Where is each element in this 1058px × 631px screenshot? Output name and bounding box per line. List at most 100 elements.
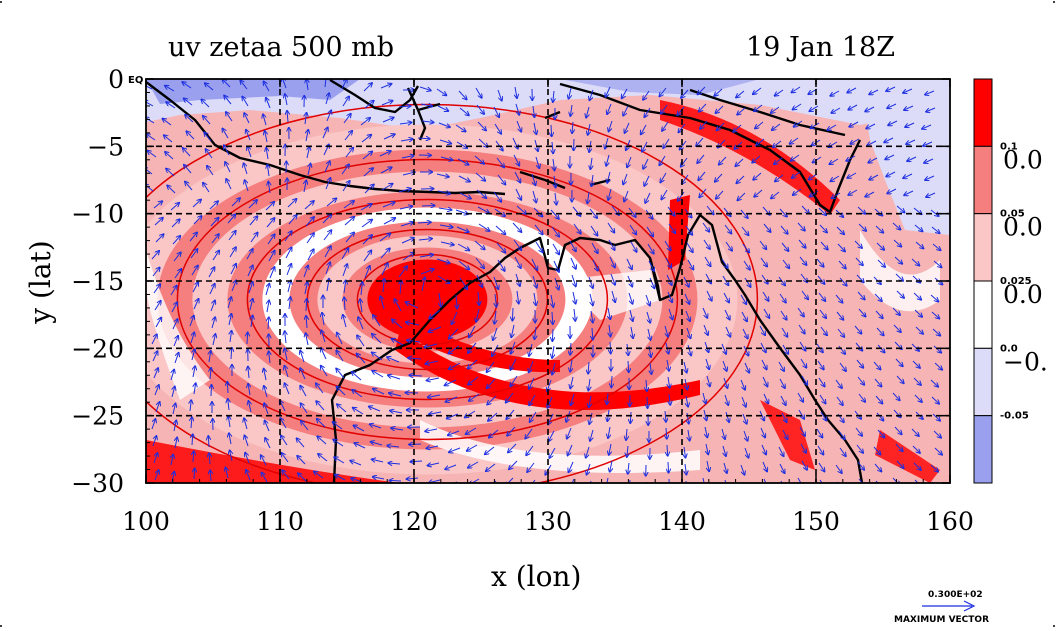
- wind-vector: [151, 251, 159, 260]
- wind-vector: [440, 241, 454, 245]
- wind-vector: [930, 209, 939, 216]
- wind-vector: [529, 343, 533, 356]
- wind-vector: [588, 123, 590, 135]
- wind-vector: [173, 252, 181, 262]
- wind-vector: [858, 308, 866, 317]
- wind-vector: [705, 358, 709, 369]
- wind-vector: [555, 192, 556, 205]
- wind-vector: [704, 341, 709, 352]
- wind-vector: [734, 141, 743, 149]
- wind-vector: [171, 455, 173, 466]
- wind-vector: [494, 310, 496, 324]
- wind-vector: [628, 360, 629, 372]
- wind-vector: [915, 326, 923, 334]
- wind-vector: [591, 174, 593, 186]
- wind-vector: [838, 345, 845, 354]
- wind-vector: [298, 473, 307, 482]
- wind-vector: [344, 131, 352, 141]
- wind-vector: [183, 148, 191, 157]
- wind-vector: [265, 202, 274, 211]
- wind-vector: [567, 427, 572, 439]
- wind-vector: [780, 225, 788, 234]
- wind-vector: [380, 296, 385, 310]
- wind-vector: [875, 225, 883, 233]
- y-tick-label: −15: [71, 267, 124, 296]
- wind-vector: [306, 316, 307, 329]
- wind-vector: [228, 416, 230, 428]
- wind-vector: [912, 360, 920, 368]
- wind-vector: [590, 429, 594, 441]
- wind-vector: [666, 427, 667, 439]
- wind-vectors: [146, 79, 943, 483]
- wind-vector: [192, 434, 193, 446]
- wind-vector: [459, 277, 467, 289]
- wind-vector: [781, 242, 788, 251]
- wind-vector: [360, 299, 362, 313]
- wind-vector: [372, 371, 384, 378]
- wind-vector: [373, 477, 385, 479]
- wind-vector: [304, 201, 314, 210]
- wind-vector: [350, 461, 362, 466]
- wind-vector: [586, 106, 589, 118]
- wind-vector: [517, 290, 519, 303]
- wind-vector: [494, 208, 505, 216]
- wind-vector: [267, 165, 269, 177]
- wind-vector: [343, 315, 347, 328]
- wind-vector: [683, 276, 689, 287]
- wind-vector: [343, 201, 354, 209]
- wind-vector: [185, 115, 194, 123]
- wind-vector: [856, 444, 863, 453]
- wind-vector: [506, 392, 514, 403]
- wind-vector: [759, 410, 764, 420]
- wind-vector: [268, 251, 275, 262]
- wind-vector: [371, 442, 383, 446]
- wind-vector: [448, 345, 460, 354]
- wind-vector: [884, 137, 894, 142]
- wind-vector: [569, 87, 571, 99]
- wind-vector: [913, 292, 921, 300]
- wind-vector: [553, 90, 554, 102]
- wind-vector: [645, 192, 651, 203]
- colorbar-swatch: [973, 280, 993, 349]
- wind-vector: [832, 192, 841, 198]
- wind-vector: [155, 402, 160, 413]
- wind-vector: [321, 366, 328, 377]
- wind-vector: [493, 106, 499, 117]
- wind-vector: [353, 408, 364, 415]
- wind-vector: [345, 233, 354, 243]
- wind-vector: [300, 386, 307, 397]
- wind-vector: [362, 235, 372, 245]
- wind-vector: [288, 215, 297, 225]
- wind-vector: [174, 269, 181, 279]
- wind-vector: [589, 208, 597, 218]
- wind-vector: [553, 260, 559, 272]
- wind-vector: [741, 311, 747, 321]
- wind-vector: [782, 344, 788, 354]
- wind-vector: [623, 105, 629, 116]
- wind-vector: [588, 378, 590, 390]
- wind-vector: [571, 274, 576, 286]
- wind-vector: [297, 456, 306, 465]
- wind-vector: [753, 87, 762, 94]
- wind-vector: [868, 157, 878, 163]
- wind-vector: [511, 324, 514, 337]
- wind-vector: [819, 224, 827, 232]
- wind-vector: [231, 280, 236, 292]
- wind-vector: [488, 412, 498, 421]
- wind-vector: [244, 113, 250, 124]
- wind-vector: [932, 328, 940, 336]
- wind-vector: [361, 282, 362, 296]
- wind-vector: [489, 429, 499, 437]
- wind-vector: [457, 243, 469, 250]
- wind-vector: [756, 138, 765, 146]
- wind-vector: [762, 376, 767, 386]
- wind-vector: [372, 459, 384, 462]
- wind-vector: [401, 156, 414, 158]
- wind-vector: [630, 241, 637, 252]
- wind-vector: [869, 89, 879, 94]
- wind-vector: [288, 280, 291, 293]
- wind-vector: [896, 375, 904, 383]
- wind-vector: [816, 428, 822, 437]
- wind-vector: [722, 275, 728, 285]
- wind-vector: [571, 393, 575, 405]
